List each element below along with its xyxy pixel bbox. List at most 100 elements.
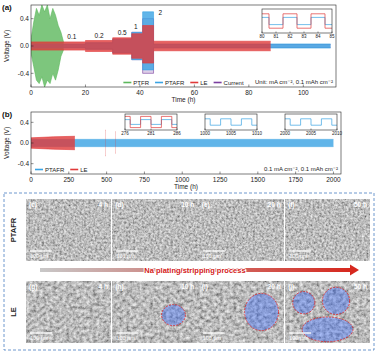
panel-label: (b) xyxy=(2,110,13,119)
band-fill xyxy=(31,26,271,64)
legend-swatch xyxy=(190,82,198,84)
x-tick xyxy=(151,129,152,131)
x-tick xyxy=(257,172,258,175)
plot-frame xyxy=(262,9,332,33)
time-label: 50 h xyxy=(354,201,367,208)
data-layer xyxy=(285,119,337,125)
x-tick-label: 250 xyxy=(63,176,74,183)
x-tick-label: 1750 xyxy=(288,176,303,183)
x-tick xyxy=(85,85,86,88)
series-line xyxy=(205,119,257,125)
unit-note: 0.1 mA cm⁻², 0.1 mAh cm⁻² xyxy=(264,166,338,172)
x-tick-label: 276 xyxy=(121,131,129,136)
sem-texture xyxy=(26,199,111,261)
time-label: 20 h xyxy=(268,283,281,290)
legend: PTAFR LE xyxy=(35,167,88,173)
y-tick xyxy=(31,143,34,144)
x-tick xyxy=(332,32,333,34)
plot-background xyxy=(205,114,257,130)
x-tick-label: 750 xyxy=(139,176,150,183)
legend-swatch xyxy=(35,169,43,171)
row-label: PTAFR xyxy=(9,217,18,242)
panel-label: (i) xyxy=(202,283,208,291)
x-tick xyxy=(318,32,319,34)
legend-item: Current xyxy=(214,80,244,86)
y-tick xyxy=(31,18,34,19)
x-tick xyxy=(311,129,312,131)
inset-chart: 808182838485 xyxy=(259,9,335,39)
x-tick xyxy=(257,129,258,131)
y-tick-label: 0.0 xyxy=(20,42,29,49)
x-tick xyxy=(262,32,263,34)
panel-label: (h) xyxy=(115,283,123,291)
x-tick-label: 2010 xyxy=(332,131,343,136)
data-layer xyxy=(31,130,333,156)
inset-chart: 100010051010 xyxy=(200,114,263,136)
time-label: 50 h xyxy=(354,283,367,290)
time-label: 10 h xyxy=(181,283,194,290)
x-tick xyxy=(205,129,206,131)
scale-bar xyxy=(30,332,52,333)
y-tick xyxy=(31,163,34,164)
x-tick xyxy=(31,172,32,175)
y-tick-label: -0.4 xyxy=(18,70,30,77)
plot-background xyxy=(285,114,337,130)
x-tick-label: 2000 xyxy=(280,131,291,136)
x-tick-label: 0 xyxy=(29,176,33,183)
legend-swatch xyxy=(123,82,131,84)
dendrite-region xyxy=(162,305,186,326)
panel-label: (j) xyxy=(288,283,294,291)
scale-label: 100 µm xyxy=(116,335,135,341)
series-line xyxy=(285,119,337,125)
x-tick xyxy=(276,32,277,34)
x-tick xyxy=(285,129,286,131)
x-tick-label: 1005 xyxy=(226,131,237,136)
x-tick-label: 82 xyxy=(287,34,293,39)
x-tick xyxy=(248,85,249,88)
scale-bar xyxy=(203,332,225,333)
sem-image: (j)50 h100 µm xyxy=(285,281,370,343)
sem-image: (h) 10 h 100 µm xyxy=(112,281,197,343)
dendrite-region xyxy=(245,293,279,330)
sem-image: (i)20 h100 µm xyxy=(199,281,284,343)
band-upper xyxy=(31,130,116,138)
band-lower xyxy=(31,146,333,147)
plot-frame xyxy=(285,114,337,130)
x-tick-label: 83 xyxy=(301,34,307,39)
chart: 025050075010001250150017502000-0.40.00.4… xyxy=(2,110,341,191)
legend-label: LE xyxy=(80,167,87,173)
dendrite-region xyxy=(293,292,315,314)
y-axis-label: Voltage (V) xyxy=(3,127,11,159)
time-label: 10 h xyxy=(181,201,194,208)
data-layer xyxy=(262,14,332,28)
sem-image: (g)4 h100 µm xyxy=(26,281,111,343)
x-tick xyxy=(125,129,126,131)
panel-label: (g) xyxy=(29,283,37,291)
band-upper xyxy=(31,139,333,140)
scale-label: 100 µm xyxy=(30,335,49,341)
x-tick-label: 1250 xyxy=(213,176,228,183)
annotation: 0.5 xyxy=(118,29,127,36)
scale-bar xyxy=(116,250,138,251)
sem-texture xyxy=(112,281,197,343)
legend-item: LE xyxy=(70,167,87,173)
scale-bar xyxy=(289,332,311,333)
annotation: 0.2 xyxy=(95,32,104,39)
plot-frame xyxy=(31,5,336,87)
sem-image: (d)10 h100 µm xyxy=(112,199,197,261)
annotation: 1 xyxy=(134,23,138,30)
sem-image: (f)50 h100 µm xyxy=(285,199,370,261)
dashed-frame xyxy=(4,193,374,350)
plot-background xyxy=(31,112,341,174)
legend-item: PTAFR xyxy=(35,167,65,173)
x-axis-label: Time (h) xyxy=(174,183,198,191)
legend-swatch xyxy=(214,82,222,84)
process-label: Na plating/stripping process xyxy=(144,266,245,275)
plot-background xyxy=(262,9,332,33)
legend-label: Current xyxy=(224,80,244,86)
y-tick-label: -0.4 xyxy=(18,160,30,167)
legend-label: PTFR xyxy=(133,80,149,86)
x-tick-label: 80 xyxy=(245,89,253,96)
legend-swatch xyxy=(70,169,78,171)
sem-texture xyxy=(285,281,370,343)
